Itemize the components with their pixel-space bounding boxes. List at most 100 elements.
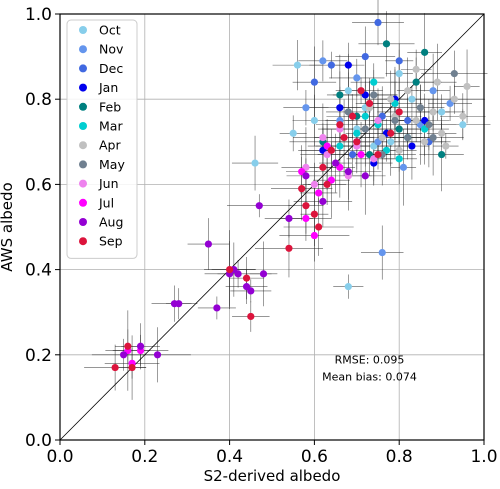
y-tick-label: 0.8 [25,90,52,110]
legend: Oct Nov Dec Jan Feb Mar Apr May Jun Jul Aug Sep [66,19,138,259]
point-sep [348,112,357,120]
point-aug [213,304,221,312]
point-apr [463,82,471,91]
point-sep [327,146,335,154]
legend-marker-nov [79,45,87,54]
point-mar [395,155,403,163]
point-oct [289,129,297,137]
point-aug [204,240,212,248]
point-jan [408,142,416,150]
point-oct [387,138,395,146]
point-sep [298,185,306,193]
point-dec [348,150,357,159]
point-aug [136,342,145,350]
point-apr [450,95,458,103]
mean-bias-annotation: Mean bias: 0.074 [322,370,417,383]
legend-marker-sep [79,237,87,246]
point-nov [302,104,310,112]
legend-marker-feb [79,102,87,111]
point-sep [357,87,365,95]
point-apr [412,65,420,73]
y-tick-label: 0.2 [25,346,52,366]
point-jul [315,189,323,197]
y-axis-label: AWS albedo [0,182,16,271]
point-aug [285,214,293,223]
legend-marker-mar [79,122,87,130]
point-aug [332,159,340,167]
point-aug [302,172,310,180]
point-oct [344,87,352,95]
point-feb [336,91,344,99]
point-nov [399,163,408,171]
point-aug [170,300,179,308]
point-mar [361,112,369,120]
point-aug [259,270,268,278]
point-apr [459,112,467,120]
legend-marker-jul [79,198,87,207]
point-nov [378,248,386,257]
point-sep [310,210,318,218]
point-may [429,133,437,142]
legend-marker-aug [79,218,87,226]
legend-label-jun: Jun [98,176,119,191]
legend-label-apr: Apr [99,138,121,153]
point-may [391,116,399,125]
point-nov [429,87,437,95]
point-may [450,70,458,78]
y-tick-label: 0.0 [25,431,52,451]
point-sep [395,108,403,116]
point-jul [357,150,365,159]
point-apr [378,133,386,142]
point-dec [361,53,369,61]
point-oct [438,108,446,116]
point-oct [310,116,318,125]
point-dec [310,78,318,86]
point-apr [395,146,403,154]
point-apr [429,108,437,116]
point-aug [234,270,242,278]
legend-marker-jan [79,83,87,92]
point-oct [395,70,403,78]
x-tick-label: 0.4 [216,447,243,467]
point-feb [395,125,403,133]
point-jan [336,104,344,112]
point-feb [412,78,420,86]
point-sep [336,121,344,129]
axis-ticks: 0.0 0.2 0.4 0.6 0.8 1.0 0.0 0.2 0.4 0.6 0.8 1.0 [25,5,498,467]
legend-label-may: May [99,157,125,172]
point-sep [247,312,255,321]
point-feb [438,150,446,159]
point-sep [323,180,331,188]
point-sep [128,363,136,372]
point-dec [327,61,335,69]
x-tick-label: 0.0 [46,447,73,467]
x-tick-label: 0.2 [131,447,158,467]
legend-marker-oct [79,26,87,34]
point-may [416,104,424,112]
point-mar [336,142,344,150]
point-sep [226,266,234,274]
point-dec [404,116,412,125]
legend-marker-jun [79,179,87,188]
point-sep [387,129,395,137]
point-apr [442,142,450,150]
point-aug [344,168,352,176]
point-sep [302,202,310,210]
point-may [404,133,412,142]
point-aug [153,351,162,359]
x-axis-label: S2-derived albedo [204,467,341,485]
point-sep [374,150,382,159]
point-apr [387,95,395,103]
point-apr [404,87,412,95]
legend-label-jan: Jan [98,80,118,95]
point-may [370,91,378,99]
point-oct [293,61,302,69]
point-dec [374,18,382,27]
point-sep [124,342,132,350]
rmse-annotation: RMSE: 0.095 [335,353,405,366]
x-tick-label: 0.6 [301,447,328,467]
point-aug [319,197,327,206]
point-sep [353,138,361,146]
point-sep [242,274,251,282]
